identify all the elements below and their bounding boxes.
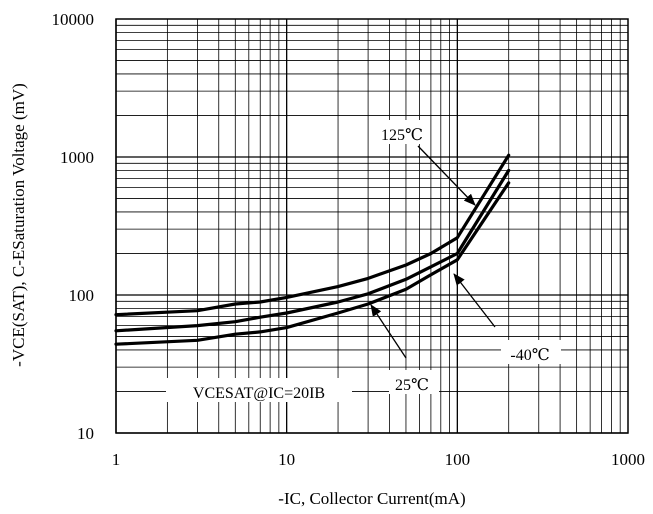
- annotations: 125℃ -40℃ 25℃ VCESAT@IC=20IB: [166, 120, 561, 402]
- annotation-box: [377, 120, 429, 144]
- y-tick-label: 1000: [60, 148, 94, 167]
- annotation-box: [501, 340, 561, 364]
- series-line: [114, 153, 511, 317]
- x-tick-label: 100: [445, 450, 471, 469]
- major-grid: [115, 19, 628, 434]
- y-tick-labels: 10 100 1000 10000: [52, 10, 95, 443]
- annotation-label: VCESAT@IC=20IB: [193, 385, 325, 402]
- y-tick-label: 100: [69, 286, 95, 305]
- series-line: [114, 168, 511, 333]
- x-tick-label: 10: [278, 450, 295, 469]
- x-tick-labels: 1 10 100 1000: [112, 450, 645, 469]
- annotation-box: [166, 378, 352, 402]
- plot-frame: [115, 18, 629, 434]
- annotation-label: 125℃: [381, 127, 423, 144]
- annotation-arrow: [453, 273, 496, 328]
- x-axis-label: -IC, Collector Current(mA): [278, 489, 465, 508]
- y-axis-label: -VCE(SAT), C-ESaturation Voltage (mV): [9, 83, 28, 367]
- annotation-box: [389, 370, 439, 394]
- y-tick-label: 10: [77, 424, 94, 443]
- series-lines: [114, 153, 511, 346]
- minor-grid: [116, 19, 628, 433]
- annotation-label: 25℃: [395, 377, 429, 394]
- annotation-arrow: [417, 145, 476, 206]
- x-tick-label: 1000: [611, 450, 645, 469]
- y-tick-label: 10000: [52, 10, 95, 29]
- x-tick-label: 1: [112, 450, 121, 469]
- series-line: [114, 181, 511, 346]
- annotation-arrow: [370, 304, 407, 359]
- annotation-label: -40℃: [510, 347, 549, 364]
